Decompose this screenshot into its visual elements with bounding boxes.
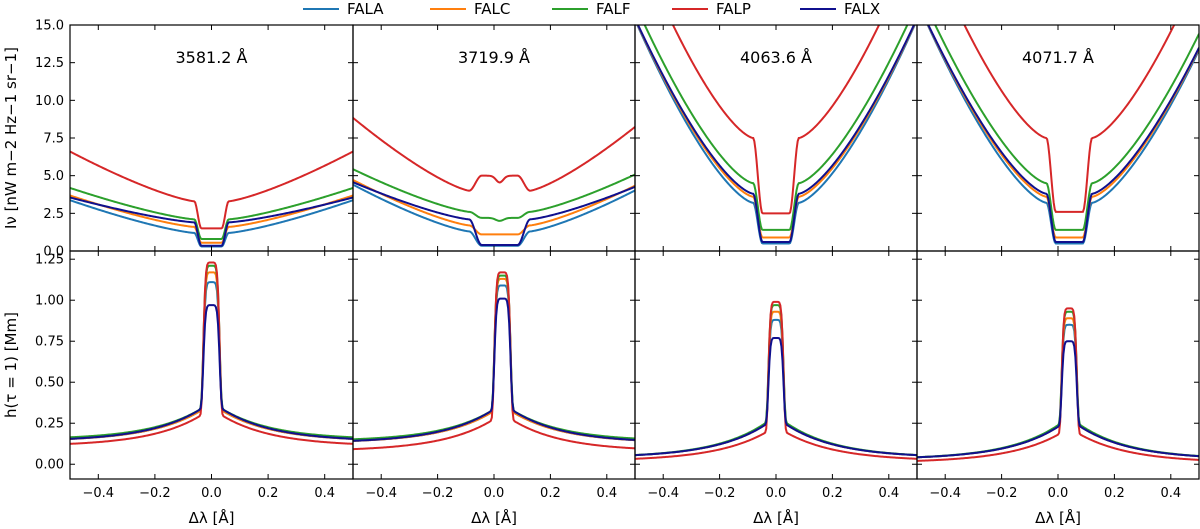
y-tick-label: 0.25 bbox=[35, 417, 64, 432]
series-line-falx bbox=[70, 304, 353, 440]
legend-label: FALX bbox=[844, 0, 880, 18]
series-line-falp bbox=[963, 25, 1176, 213]
y-tick-label: 0.75 bbox=[35, 335, 64, 350]
panel-2-row-1: 3719.9 Å bbox=[352, 24, 636, 252]
series-line-falc bbox=[70, 194, 353, 244]
panel-2-row-2: −0.4 −0.2 0.0 0.2 0.4 bbox=[352, 250, 636, 501]
series-line-falf bbox=[934, 25, 1199, 231]
panel-1-row-1: 0.0 2.5 5.0 7.5 10.0 12.5 15.0 3581.2 Å bbox=[35, 19, 354, 260]
x-tick-label: −0.2 bbox=[986, 486, 1018, 501]
series-line-falc bbox=[917, 317, 1199, 459]
legend-item-falp: FALP bbox=[672, 0, 751, 18]
series-line-falf bbox=[70, 264, 353, 439]
series-line-falx bbox=[70, 196, 353, 247]
legend-item-falf: FALF bbox=[552, 0, 631, 18]
x-tick-label: −0.2 bbox=[139, 486, 171, 501]
legend-label: FALA bbox=[347, 0, 384, 18]
x-tick-label: 0.2 bbox=[258, 486, 279, 501]
x-axis-label: Δλ [Å] bbox=[471, 508, 517, 527]
panel-title: 3581.2 Å bbox=[175, 48, 247, 67]
series-line-fala bbox=[917, 323, 1199, 459]
series-line-falp bbox=[70, 261, 353, 445]
series-line-falf bbox=[353, 168, 635, 222]
panel-3-row-1: 4063.6 Å bbox=[634, 24, 918, 252]
y-tick-label: 1.00 bbox=[35, 294, 64, 309]
x-tick-label: 0.4 bbox=[596, 486, 617, 501]
legend: FALA FALC FALF FALP FALX bbox=[303, 0, 880, 18]
x-tick-label: 0.4 bbox=[878, 486, 899, 501]
legend-item-fala: FALA bbox=[303, 0, 384, 18]
panel-3-row-2: −0.4 −0.2 0.0 0.2 0.4 bbox=[634, 250, 918, 501]
x-tick-label: −0.2 bbox=[704, 486, 736, 501]
series-line-falx bbox=[917, 340, 1199, 459]
y-tick-label: 12.5 bbox=[35, 56, 64, 71]
axis-labels: Δλ [Å] Δλ [Å] Δλ [Å] Δλ [Å] Iν [nW m−2 Hz−1 … bbox=[2, 47, 1081, 527]
y-tick-label: 15.0 bbox=[35, 19, 64, 34]
x-tick-label: 0.4 bbox=[1160, 486, 1181, 501]
x-tick-label: 0.0 bbox=[766, 486, 787, 501]
x-tick-label: 0.0 bbox=[201, 486, 222, 501]
series-line-fala bbox=[636, 25, 916, 245]
series-line-falx bbox=[636, 25, 916, 243]
x-tick-label: 0.2 bbox=[540, 486, 561, 501]
y-tick-label: 7.5 bbox=[43, 132, 64, 147]
legend-label: FALF bbox=[596, 0, 631, 18]
series-line-falx bbox=[353, 181, 635, 246]
panels: 0.0 2.5 5.0 7.5 10.0 12.5 15.0 3581.2 Å −0.4 −0.2… bbox=[35, 19, 1200, 501]
axes-frame bbox=[634, 250, 918, 480]
x-tick-label: −0.4 bbox=[83, 486, 115, 501]
series-line-falf bbox=[70, 186, 353, 240]
y-tick-label: 2.5 bbox=[43, 207, 64, 222]
series-line-falp bbox=[917, 307, 1199, 462]
legend-item-falx: FALX bbox=[800, 0, 880, 18]
y-tick-label: 0.50 bbox=[35, 376, 64, 391]
y-axis-label: h(τ = 1) [Mm] bbox=[2, 312, 20, 418]
x-tick-label: 0.2 bbox=[822, 486, 843, 501]
series-line-falf bbox=[635, 304, 917, 457]
series-line-falx bbox=[927, 25, 1199, 243]
series-line-falp bbox=[671, 25, 881, 215]
axes-frame bbox=[69, 250, 354, 480]
series-line-fala bbox=[926, 25, 1199, 245]
x-tick-label: −0.4 bbox=[929, 486, 961, 501]
x-tick-label: 0.2 bbox=[1104, 486, 1125, 501]
y-tick-label: 0.0 bbox=[43, 245, 64, 260]
panel-4-row-2: −0.4 −0.2 0.0 0.2 0.4 bbox=[916, 250, 1200, 501]
panel-1-row-2: −0.4 −0.2 0.0 0.2 0.4 0.00 0.25 0.50 0.75 1.00 1.2… bbox=[35, 250, 354, 501]
panel-title: 4063.6 Å bbox=[740, 48, 812, 67]
series-line-falp bbox=[70, 150, 353, 230]
series-line-fala bbox=[635, 318, 917, 457]
series-line-falc bbox=[353, 179, 635, 236]
y-tick-label: 10.0 bbox=[35, 94, 64, 109]
x-axis-label: Δλ [Å] bbox=[189, 508, 235, 527]
x-tick-label: 0.4 bbox=[314, 486, 335, 501]
y-tick-label: 0.00 bbox=[35, 458, 64, 473]
y-tick-label: 5.0 bbox=[43, 169, 64, 184]
x-axis-label: Δλ [Å] bbox=[1035, 508, 1081, 527]
series-line-falc bbox=[927, 25, 1199, 239]
panel-4-row-1: 4071.7 Å bbox=[916, 24, 1200, 252]
x-tick-label: −0.4 bbox=[647, 486, 679, 501]
series-line-falf bbox=[643, 25, 909, 231]
x-axis-label: Δλ [Å] bbox=[753, 508, 799, 527]
x-tick-label: 0.0 bbox=[1048, 486, 1069, 501]
axes-frame bbox=[916, 250, 1200, 480]
legend-item-falc: FALC bbox=[430, 0, 510, 18]
series-line-falc bbox=[70, 271, 353, 440]
series-line-falx bbox=[353, 297, 635, 442]
legend-label: FALP bbox=[716, 0, 751, 18]
x-tick-label: −0.2 bbox=[422, 486, 454, 501]
legend-label: FALC bbox=[474, 0, 510, 18]
series-line-falp bbox=[353, 117, 635, 192]
y-tick-label: 1.25 bbox=[35, 253, 64, 268]
panel-title: 4071.7 Å bbox=[1022, 48, 1094, 67]
series-line-falc bbox=[635, 310, 917, 457]
x-tick-label: 0.0 bbox=[484, 486, 505, 501]
x-tick-label: −0.4 bbox=[365, 486, 397, 501]
series-line-falx bbox=[635, 336, 917, 457]
series-line-falp bbox=[635, 300, 917, 460]
panel-title: 3719.9 Å bbox=[458, 48, 530, 67]
y-axis-label: Iν [nW m−2 Hz−1 sr−1] bbox=[2, 47, 20, 229]
